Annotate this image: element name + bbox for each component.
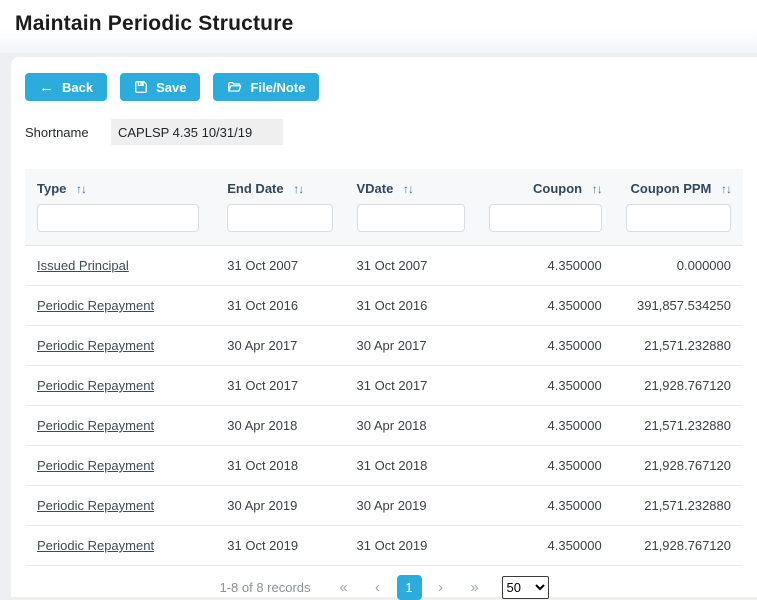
page-title: Maintain Periodic Structure [15,12,294,35]
table-row: Periodic Repayment 31 Oct 2019 31 Oct 20… [25,525,743,566]
type-link[interactable]: Issued Principal [37,258,129,273]
end-date-cell: 31 Oct 2018 [215,445,345,486]
table-row: Periodic Repayment 30 Apr 2017 30 Apr 20… [25,325,743,366]
end-date-cell: 31 Oct 2019 [215,525,345,566]
coupon-cell: 4.350000 [477,445,614,486]
column-label: Coupon [533,181,583,196]
table-row: Periodic Repayment 31 Oct 2017 31 Oct 20… [25,365,743,406]
back-button[interactable]: ← Back [25,73,108,101]
sort-arrows-icon[interactable]: ↑↓ [591,182,603,196]
vdate-cell: 31 Oct 2019 [344,525,478,566]
type-link[interactable]: Periodic Repayment [37,378,155,393]
toolbar: ← Back Save File/Note [25,73,743,101]
vdate-cell: 30 Apr 2018 [344,405,478,446]
next-page-button[interactable]: › [426,575,456,600]
column-header-type[interactable]: Type ↑↓ [25,169,216,198]
coupon-ppm-cell: 21,571.232880 [613,325,743,366]
content-card: ← Back Save File/Note Short [11,57,757,600]
save-button[interactable]: Save [120,73,201,101]
column-header-coupon[interactable]: Coupon ↑↓ [477,169,614,198]
coupon-ppm-cell: 0.000000 [613,245,743,286]
folder-open-icon [227,80,242,94]
filter-end-date-input[interactable] [227,204,333,232]
periodic-structure-table: Type ↑↓ End Date ↑↓ VDate ↑↓ Coupon ↑↓ C… [25,169,743,566]
page-size-select[interactable]: 50 [501,576,549,599]
table-body: Issued Principal 31 Oct 2007 31 Oct 2007… [25,245,743,566]
coupon-cell: 4.350000 [477,325,614,366]
end-date-cell: 31 Oct 2017 [215,365,345,406]
column-header-coupon-ppm[interactable]: Coupon PPM ↑↓ [613,169,743,198]
coupon-cell: 4.350000 [477,525,614,566]
sort-arrows-icon[interactable]: ↑↓ [76,182,87,196]
table-row: Periodic Repayment 30 Apr 2019 30 Apr 20… [25,485,743,526]
filter-coupon-input[interactable] [489,204,602,232]
end-date-cell: 31 Oct 2016 [215,285,345,326]
type-link[interactable]: Periodic Repayment [37,298,155,313]
coupon-cell: 4.350000 [477,245,614,286]
column-label: VDate [356,181,394,196]
filter-coupon-ppm-input[interactable] [625,204,731,232]
coupon-ppm-cell: 21,571.232880 [613,485,743,526]
previous-page-button[interactable]: ‹ [363,575,393,600]
type-link[interactable]: Periodic Repayment [37,538,155,553]
coupon-ppm-cell: 391,857.534250 [613,285,743,326]
type-link[interactable]: Periodic Repayment [37,418,155,433]
column-label: Type [37,181,67,196]
coupon-cell: 4.350000 [477,285,614,326]
table-row: Periodic Repayment 31 Oct 2018 31 Oct 20… [25,445,743,486]
column-header-vdate[interactable]: VDate ↑↓ [344,169,478,198]
first-page-button[interactable]: « [329,575,359,600]
coupon-ppm-cell: 21,571.232880 [613,405,743,446]
header-row: Type ↑↓ End Date ↑↓ VDate ↑↓ Coupon ↑↓ C… [25,169,743,198]
last-page-button[interactable]: » [460,575,490,600]
type-link[interactable]: Periodic Repayment [37,338,155,353]
records-count: 1-8 of 8 records [219,580,311,595]
save-button-label: Save [156,79,187,95]
back-button-label: Back [62,79,94,95]
coupon-cell: 4.350000 [477,405,614,446]
vdate-cell: 31 Oct 2016 [344,285,478,326]
type-link[interactable]: Periodic Repayment [37,498,155,513]
vdate-cell: 31 Oct 2018 [344,445,478,486]
end-date-cell: 31 Oct 2007 [215,245,345,286]
shortname-row: Shortname [25,119,743,145]
coupon-ppm-cell: 21,928.767120 [613,525,743,566]
table-row: Issued Principal 31 Oct 2007 31 Oct 2007… [25,245,743,286]
end-date-cell: 30 Apr 2017 [215,325,345,366]
filter-row [25,198,743,246]
vdate-cell: 31 Oct 2017 [344,365,478,406]
type-link[interactable]: Periodic Repayment [37,458,155,473]
sort-arrows-icon[interactable]: ↑↓ [293,182,304,196]
vdate-cell: 30 Apr 2019 [344,485,478,526]
top-header-band: Maintain Periodic Structure [0,0,757,53]
sort-arrows-icon[interactable]: ↑↓ [721,182,732,196]
arrow-left-icon: ← [39,78,54,96]
current-page-button[interactable]: 1 [396,575,422,600]
file-note-button[interactable]: File/Note [213,73,320,101]
table-row: Periodic Repayment 31 Oct 2016 31 Oct 20… [25,285,743,326]
vdate-cell: 30 Apr 2017 [344,325,478,366]
filter-vdate-input[interactable] [356,204,466,232]
shortname-label: Shortname [25,124,89,140]
coupon-cell: 4.350000 [477,485,614,526]
column-label: End Date [227,181,284,196]
coupon-ppm-cell: 21,928.767120 [613,445,743,486]
end-date-cell: 30 Apr 2019 [215,485,345,526]
coupon-ppm-cell: 21,928.767120 [613,365,743,406]
column-header-end-date[interactable]: End Date ↑↓ [215,169,345,198]
column-label: Coupon PPM [630,181,712,196]
coupon-cell: 4.350000 [477,365,614,406]
shortname-field[interactable] [111,119,283,145]
vdate-cell: 31 Oct 2007 [344,245,478,286]
file-note-button-label: File/Note [250,79,306,95]
sort-arrows-icon[interactable]: ↑↓ [402,182,414,196]
pagination-bar: 1-8 of 8 records « ‹ 1 › » 50 [25,575,743,600]
floppy-disk-icon [134,80,148,94]
end-date-cell: 30 Apr 2018 [215,405,345,446]
table-row: Periodic Repayment 30 Apr 2018 30 Apr 20… [25,405,743,446]
filter-type-input[interactable] [37,204,199,232]
